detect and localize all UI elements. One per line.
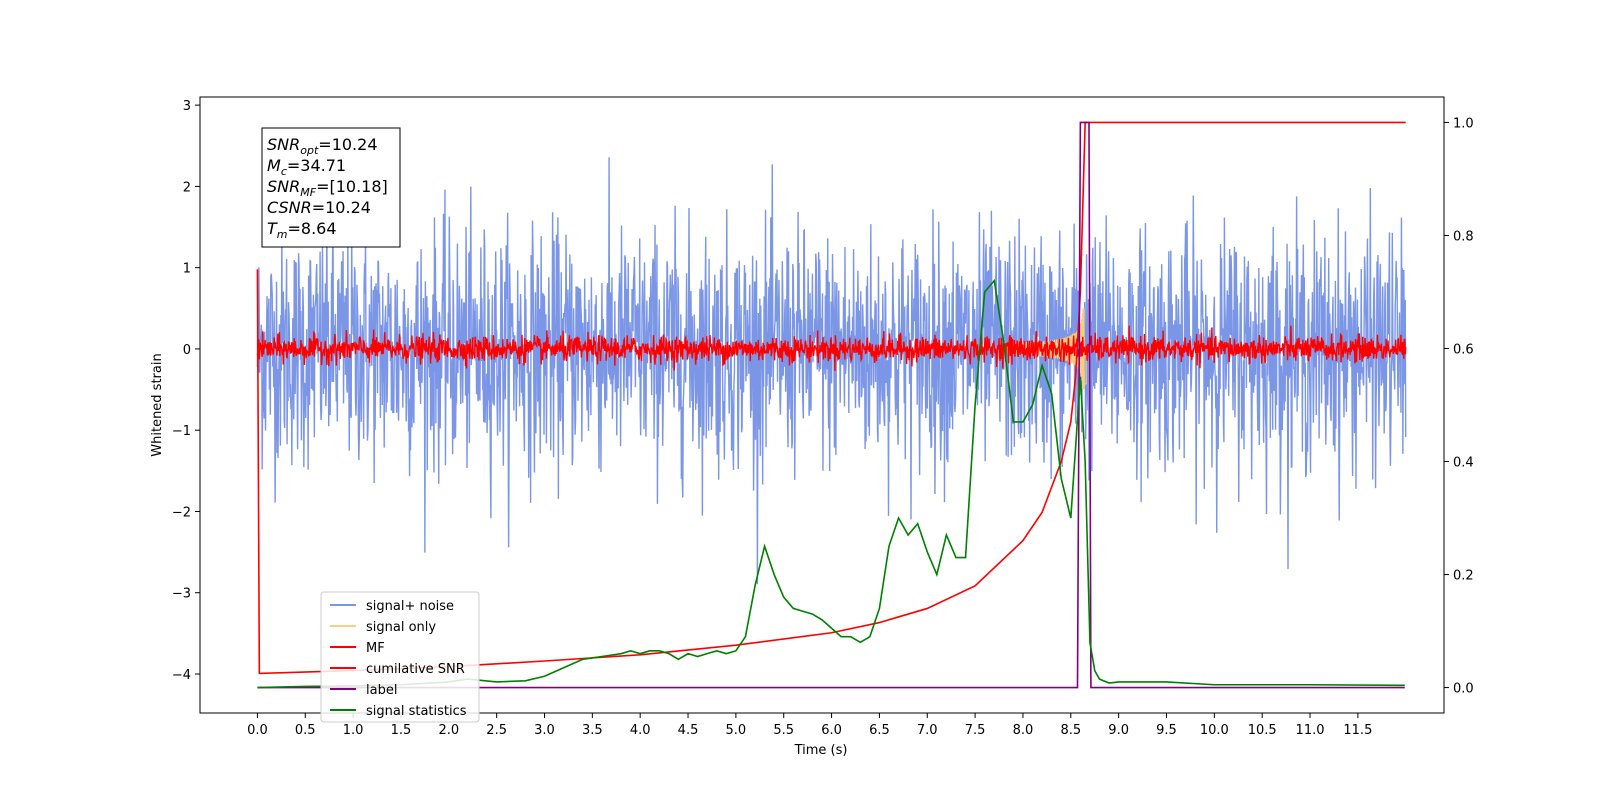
x-tick-label: 1.5 xyxy=(391,723,412,738)
legend-entry: cumilative SNR xyxy=(366,662,465,677)
annotation-box: SNRopt=10.24Mc=34.71SNRMF=[10.18]CSNR=10… xyxy=(261,127,401,248)
series-line-0 xyxy=(256,157,1407,585)
legend-entry: label xyxy=(366,683,397,698)
x-tick-label: 0.0 xyxy=(247,723,268,738)
annotation-value: =8.64 xyxy=(288,219,337,238)
y2-tick-label: 0.2 xyxy=(1453,569,1474,584)
x-tick-label: 6.5 xyxy=(869,723,890,738)
annotation-line: SNRMF=[10.18] xyxy=(267,177,388,199)
x-tick-label: 10.5 xyxy=(1248,723,1277,738)
annotation-value: =10.24 xyxy=(312,198,371,217)
x-tick-label: 1.0 xyxy=(343,723,364,738)
x-tick-label: 9.5 xyxy=(1156,723,1177,738)
x-tick-label: 5.5 xyxy=(773,723,794,738)
x-tick-label: 11.0 xyxy=(1296,723,1325,738)
plot-frame xyxy=(199,96,1445,714)
y2-tick-label: 0.8 xyxy=(1453,229,1474,244)
x-tick-label: 3.5 xyxy=(582,723,603,738)
x-tick-label: 8.5 xyxy=(1060,723,1081,738)
x-axis-label: Time (s) xyxy=(794,743,848,758)
y-axis-label: Whitened strain xyxy=(150,353,165,456)
x-tick-label: 9.0 xyxy=(1108,723,1129,738)
legend: signal+ noise signal only MF cumilative SNR… xyxy=(320,591,480,723)
annotation-line: Mc=34.71 xyxy=(267,156,346,178)
x-tick-label: 2.0 xyxy=(438,723,459,738)
y-tick-label: −1 xyxy=(172,424,191,439)
annotation-base: M xyxy=(267,156,281,175)
y-tick-label: −4 xyxy=(172,668,191,683)
legend-frame xyxy=(320,591,480,723)
y2-tick-label: 0.0 xyxy=(1453,682,1474,697)
x-tick-label: 4.5 xyxy=(678,723,699,738)
series-line-4 xyxy=(257,121,1405,689)
legend-entry: signal statistics xyxy=(366,704,467,719)
y-tick-label: 0 xyxy=(183,343,191,358)
legend-entry: signal+ noise xyxy=(366,599,454,614)
y-tick-label: −2 xyxy=(172,505,191,520)
y-tick-label: −3 xyxy=(172,587,191,602)
annotation-line: Tm=8.64 xyxy=(267,219,337,241)
annotation-value: =10.24 xyxy=(318,135,377,154)
legend-entry: MF xyxy=(366,641,385,656)
y-tick-label: 3 xyxy=(183,99,191,114)
x-axis: 0.0 0.5 1.0 1.5 2.0 2.5 3.0 3.5 4.0 4.5 5.0 5.5 6.0 6… xyxy=(247,713,1372,738)
annotation-line: CSNR=10.24 xyxy=(267,198,371,217)
series-layer xyxy=(256,121,1407,689)
x-tick-label: 10.0 xyxy=(1200,723,1229,738)
y-tick-label: 2 xyxy=(183,180,191,195)
y2-tick-label: 1.0 xyxy=(1453,116,1474,131)
annotation-sub: c xyxy=(281,165,287,178)
annotation-sub: opt xyxy=(300,144,319,157)
annotation-value: =34.71 xyxy=(287,156,346,175)
annotation-base: T xyxy=(267,219,278,238)
series-line-3 xyxy=(256,121,1406,675)
y-axis-right: 1.0 0.8 0.6 0.4 0.2 0.0 xyxy=(1444,116,1474,697)
annotation-line: SNRopt=10.24 xyxy=(267,135,378,157)
x-tick-label: 5.0 xyxy=(726,723,747,738)
x-tick-label: 7.0 xyxy=(917,723,938,738)
x-tick-label: 6.0 xyxy=(821,723,842,738)
x-tick-label: 4.0 xyxy=(630,723,651,738)
annotation-base: SNR xyxy=(267,135,300,154)
annotation-base: SNR xyxy=(267,177,300,196)
x-tick-label: 11.5 xyxy=(1343,723,1372,738)
y2-tick-label: 0.6 xyxy=(1453,342,1474,357)
y-tick-label: 1 xyxy=(183,262,191,277)
legend-entry: signal only xyxy=(366,620,436,635)
x-tick-label: 2.5 xyxy=(486,723,507,738)
series-line-5 xyxy=(257,278,1405,689)
x-tick-label: 3.0 xyxy=(534,723,555,738)
y-axis-left: 3 2 1 0 −1 −2 −3 −4 xyxy=(172,99,200,683)
annotation-sub: m xyxy=(277,228,288,241)
x-tick-label: 8.0 xyxy=(1013,723,1034,738)
series-line-2 xyxy=(256,325,1407,371)
y2-tick-label: 0.4 xyxy=(1453,456,1474,471)
annotation-base: CSNR xyxy=(267,198,312,217)
annotation-frame xyxy=(261,127,401,248)
x-tick-label: 7.5 xyxy=(965,723,986,738)
x-tick-label: 0.5 xyxy=(295,723,316,738)
annotation-value: =[10.18] xyxy=(316,177,388,196)
annotation-sub: MF xyxy=(300,186,316,199)
